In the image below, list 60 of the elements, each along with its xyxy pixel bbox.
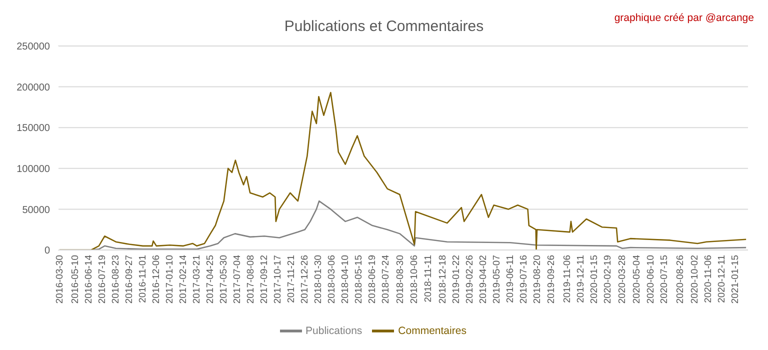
x-tick-label: 2020-02-19 [602,255,614,304]
text: graphique créé par @arcange [614,12,754,24]
x-tick-label: 2016-06-14 [84,255,95,304]
x-tick-label: 2016-03-30 [54,255,66,304]
x-tick-label: 2017-12-26 [300,255,311,304]
x-tick-label: 2020-10-02 [690,255,701,304]
x-tick-label: 2019-06-11 [504,255,516,303]
x-tick-label: 2018-11-11 [423,255,434,302]
x-tick-label: 2018-08-30 [394,255,406,304]
x-tick-label: 2016-07-19 [97,255,108,304]
y-tick-label: 200000 [16,82,50,94]
x-tick-label: 2017-08-08 [246,255,257,304]
legend-label: Commentaires [398,324,466,337]
x-tick-label: 2017-05-30 [218,255,230,304]
x-tick-label: 2018-03-06 [326,255,338,304]
x-tick-label: 2020-05-04 [631,255,642,304]
x-tick-label: 2017-02-14 [178,255,190,304]
x-tick-label: 2016-12-06 [151,255,162,304]
x-tick-label: 2020-07-15 [659,255,670,304]
x-tick-label: 2016-08-23 [110,255,122,304]
x-tick-label: 2017-11-21 [286,255,298,303]
x-tick-label: 2018-06-19 [367,255,378,304]
x-tick-label: 2017-10-17 [272,255,284,304]
x-tick-label: 2020-11-06 [703,255,714,303]
x-tick-label: 2019-01-22 [450,255,462,304]
x-tick-label: 2017-07-04 [232,255,244,304]
x-tick-label: 2019-04-02 [478,255,489,304]
x-tick-label: 2019-11-06 [562,255,573,303]
x-tick-label: 2020-06-10 [646,255,657,304]
x-tick-label: 2021-01-15 [730,255,742,304]
x-tick-label: 2016-09-27 [124,255,136,304]
x-tick-label: 2017-03-21 [192,255,203,304]
x-tick-label: 2019-08-20 [532,255,543,304]
y-tick-label: 250000 [16,42,50,53]
x-tick-label: 2016-11-01 [138,255,149,303]
x-tick-label: 2020-03-28 [617,255,628,304]
x-tick-label: 2018-10-06 [409,255,420,304]
x-tick-label: 2016-05-10 [70,255,82,304]
chart-title: Publications et Commentaires [284,18,484,35]
x-tick-label: 2018-01-30 [313,255,324,304]
x-tick-label: 2018-07-24 [380,255,392,304]
x-tick-label: 2018-05-15 [354,255,365,304]
x-tick-label: 2018-12-18 [437,255,448,304]
y-tick-label: 100000 [16,164,50,175]
x-tick-label: 2019-09-26 [546,255,558,304]
x-tick-label: 2017-04-25 [205,255,216,304]
x-tick-label: 2020-08-26 [675,255,686,304]
x-tick-label: 2019-12-11 [575,255,586,303]
x-tick-label: 2020-01-15 [588,255,600,304]
x-tick-label: 2019-05-07 [491,255,502,304]
y-tick-label: 0 [44,246,50,257]
x-tick-label: 2019-07-16 [518,255,530,304]
x-tick-label: 2020-12-11 [716,255,728,303]
x-tick-label: 2019-02-26 [464,255,476,304]
y-tick-label: 150000 [16,123,50,134]
x-tick-label: 2017-09-12 [259,255,270,304]
y-tick-label: 50000 [22,204,50,216]
x-tick-label: 2018-04-10 [340,255,352,304]
legend-label: Publications [306,324,362,337]
x-tick-label: 2017-01-10 [164,255,176,304]
